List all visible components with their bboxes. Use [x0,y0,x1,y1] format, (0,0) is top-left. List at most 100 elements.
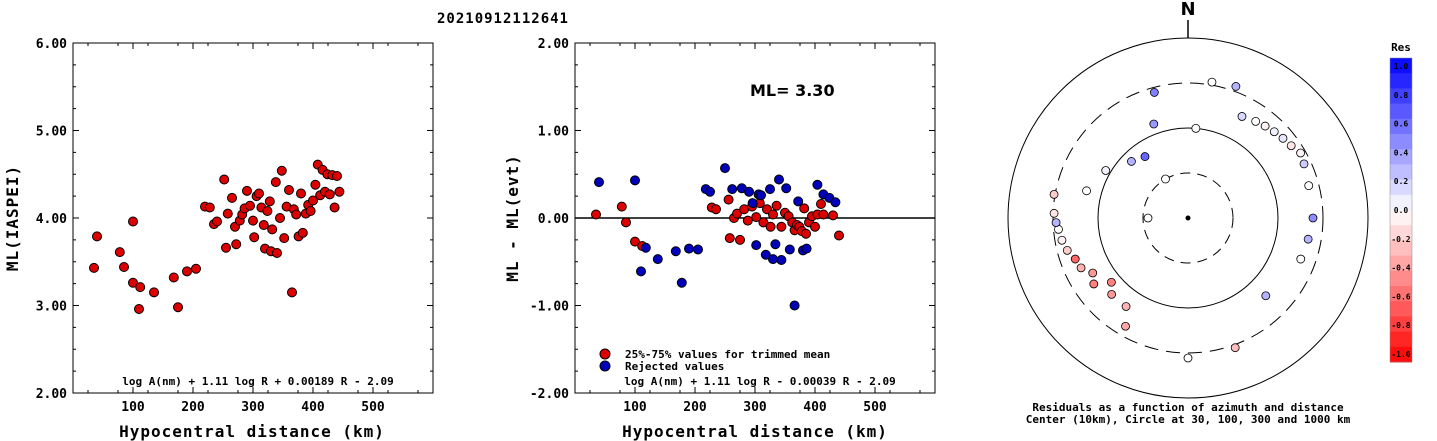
station-point [1107,289,1117,299]
circle-300km [1052,82,1324,354]
data-point-accepted [818,209,829,220]
panel-ml-vs-distance: 100 200 300 400 500 2.00 3.00 4.00 5.00 6.00 log … [3,37,434,441]
station-point [1057,235,1067,245]
data-point-rejected [751,240,762,251]
legend-marker-accepted [599,348,611,360]
station-point [1049,189,1059,199]
station-point [1261,291,1271,301]
data-point-accepted [305,206,316,216]
data-point-accepted [128,216,138,227]
station-point [1278,133,1288,143]
station-point [1296,254,1306,264]
colorbar-swatch [1390,164,1412,181]
colorbar-tick-label: 0.0 [1394,206,1409,215]
station-point [1308,213,1318,223]
data-point-accepted [92,231,102,242]
data-point-accepted [114,247,125,258]
circle-100km [1097,127,1279,309]
colorbar-tick-label: -1.0 [1391,350,1410,359]
colorbar-tick-label: -0.2 [1391,235,1410,244]
data-point-rejected [776,255,787,265]
data-point-accepted [291,209,302,220]
x-tick-label: 300 [241,400,265,415]
data-point-accepted [221,242,231,253]
station-point [1161,174,1170,184]
data-point-rejected [594,177,604,188]
colorbar-swatch [1390,58,1412,74]
colorbar-tick-label: 0.4 [1394,148,1409,157]
x-tick-label: 200 [181,400,205,415]
figure-title: 20210912112641 [437,11,569,27]
station-point [1269,127,1279,137]
station-point [1062,245,1072,255]
y-tick-label: 1.00 [538,125,569,140]
data-point-rejected [756,190,766,201]
data-point-rejected [789,300,800,311]
colorbar-swatch [1390,331,1412,348]
colorbar-tick-label: 0.6 [1394,120,1409,129]
colorbar-title: Res [1391,41,1411,54]
data-point-accepted [267,224,278,235]
data-point-rejected [768,254,778,265]
station-point [1076,263,1086,273]
x-tick-label: 300 [743,400,767,415]
data-point-rejected [830,197,841,208]
colorbar-swatch [1390,194,1412,211]
data-point-rejected [684,243,694,254]
data-point-rejected [630,175,640,186]
station-point [1049,208,1059,218]
data-point-rejected [770,239,781,250]
data-point-rejected [676,277,687,288]
colorbar-tick-label: -0.8 [1391,321,1410,330]
data-point-accepted [258,220,269,230]
circle-30km [1142,172,1234,264]
panel-azimuth-polar: N Residuals as a function of azimuth and… [1007,0,1369,426]
caption-line-1: Residuals as a function of azimuth and d… [1032,401,1344,414]
data-point-rejected [784,244,795,255]
colorbar-swatch [1390,316,1412,333]
data-point-accepted [287,287,297,298]
circle-1000km [1007,37,1369,399]
data-point-accepted [332,171,342,181]
data-point-accepted [173,302,183,313]
colorbar-swatch [1390,118,1412,135]
data-point-accepted [212,216,222,227]
data-point-accepted [828,210,838,221]
data-point-accepted [324,189,335,200]
x-tick-label: 100 [623,400,647,415]
data-point-accepted [219,174,230,185]
data-point-accepted [724,233,735,244]
y-tick-label: 0.00 [538,212,569,227]
station-point [1296,148,1305,158]
data-point-rejected [744,186,754,197]
station-point [1070,254,1080,264]
data-point-accepted [297,227,308,238]
data-point-accepted [329,202,340,213]
colorbar-swatch [1390,286,1412,302]
station-point [1121,302,1131,311]
data-point-rejected [801,243,812,254]
data-point-accepted [621,217,631,228]
formula-label: log A(nm) + 1.11 log R + 0.00189 R - 2.0… [122,375,394,388]
data-point-accepted [758,217,769,228]
data-point-accepted [765,221,776,232]
data-point-rejected [765,184,775,195]
x-tick-label: 400 [301,400,325,415]
data-point-accepted [296,188,306,199]
epicenter-marker [1185,215,1191,221]
data-point-rejected [760,249,771,260]
y-axis-label: ML - ML(evt) [503,154,522,282]
x-axis-label: Hypocentral distance (km) [622,422,888,441]
data-point-accepted [591,209,601,220]
data-point-accepted [751,212,762,223]
y-tick-label: 3.00 [36,300,67,315]
station-point [1051,218,1061,228]
station-point [1106,277,1116,287]
station-point [1140,152,1150,161]
data-point-accepted [776,221,787,232]
data-point-accepted [735,234,745,245]
data-point-rejected [652,254,663,265]
data-point-rejected [812,179,823,190]
y-tick-label: 6.00 [36,37,67,52]
